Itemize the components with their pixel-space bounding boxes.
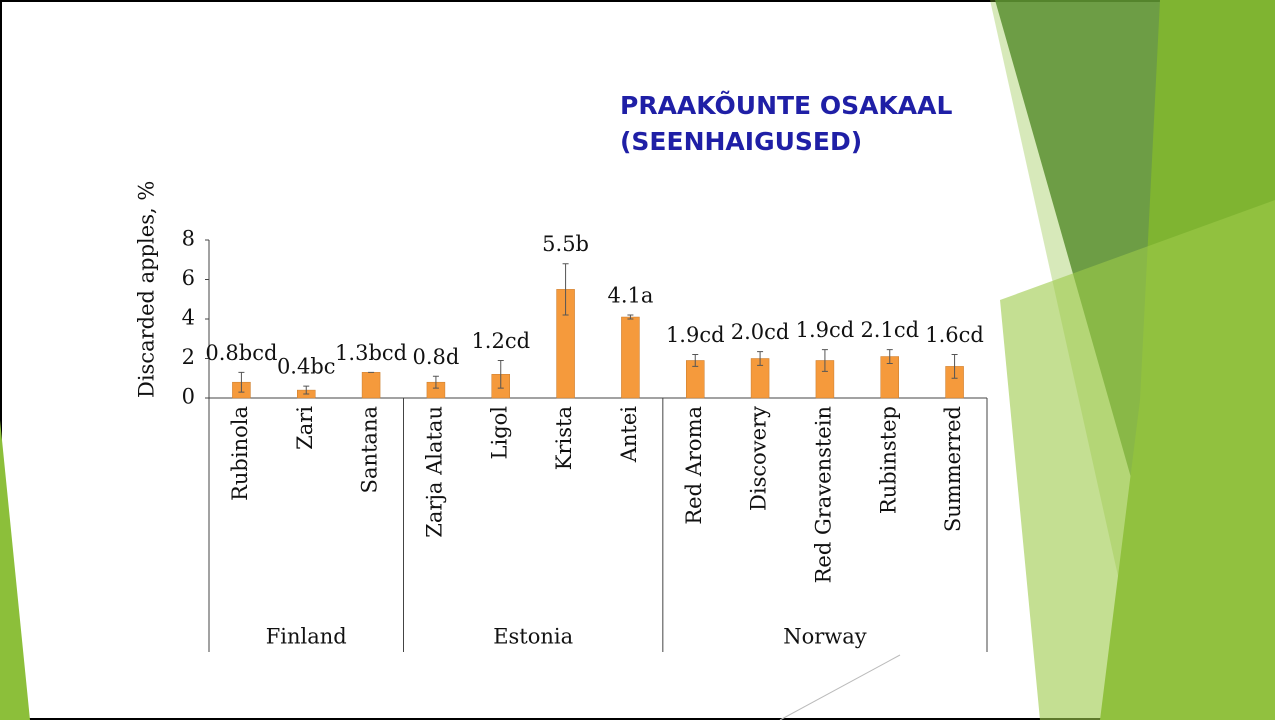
group-label: Estonia (493, 625, 573, 649)
value-label: 4.1a (607, 284, 653, 308)
value-label: 1.2cd (471, 329, 530, 353)
value-label: 1.6cd (925, 323, 984, 347)
value-label: 1.9cd (666, 323, 725, 347)
error-bar (562, 263, 569, 316)
y-axis-label: Discarded apples, % (135, 181, 159, 398)
value-label: 1.9cd (796, 318, 855, 342)
error-bar (951, 354, 958, 379)
value-label: 5.5b (542, 232, 589, 256)
y-tick-label: 2 (182, 345, 195, 369)
error-bar (821, 349, 828, 372)
group-label: Finland (266, 625, 347, 649)
x-tick-label: Zarja Alatau (422, 406, 446, 538)
bar (621, 316, 640, 399)
y-tick-label: 8 (182, 227, 195, 251)
x-tick-label: Ligol (487, 406, 511, 460)
value-label: 1.3bcd (335, 341, 407, 365)
x-tick-label: Rubinola (228, 406, 252, 501)
value-label: 2.0cd (731, 320, 790, 344)
decor (1000, 200, 1275, 720)
value-label: 0.4bc (277, 355, 336, 379)
decor (0, 420, 30, 720)
value-label: 2.1cd (860, 318, 919, 342)
error-bar (303, 385, 310, 395)
error-bar (432, 375, 439, 389)
value-label: 0.8d (412, 345, 459, 369)
x-tick-label: Red Gravenstein (811, 406, 835, 583)
decor-line (779, 654, 901, 721)
error-bar (692, 354, 699, 367)
group-label: Norway (783, 625, 867, 649)
x-tick-label: Red Aroma (682, 406, 706, 525)
error-bar (627, 314, 634, 320)
x-tick-label: Krista (552, 406, 576, 470)
error-bar (757, 351, 764, 366)
y-tick-label: 4 (182, 306, 195, 330)
y-tick-label: 0 (182, 385, 195, 409)
x-tick-label: Zari (293, 406, 317, 450)
error-bar (497, 359, 504, 389)
error-bar (886, 349, 893, 364)
x-tick-label: Discovery (747, 406, 771, 511)
y-tick-label: 6 (182, 266, 195, 290)
bar (361, 372, 381, 399)
error-bar (238, 371, 245, 393)
value-label: 0.8bcd (205, 341, 277, 365)
chart-title: PRAAKÕUNTE OSAKAAL (SEENHAIGUSED) (620, 91, 953, 156)
x-tick-label: Rubinstep (876, 406, 900, 514)
x-tick-label: Summerred (941, 406, 965, 532)
x-tick-label: Santana (358, 406, 382, 493)
x-tick-label: Antei (617, 406, 641, 464)
